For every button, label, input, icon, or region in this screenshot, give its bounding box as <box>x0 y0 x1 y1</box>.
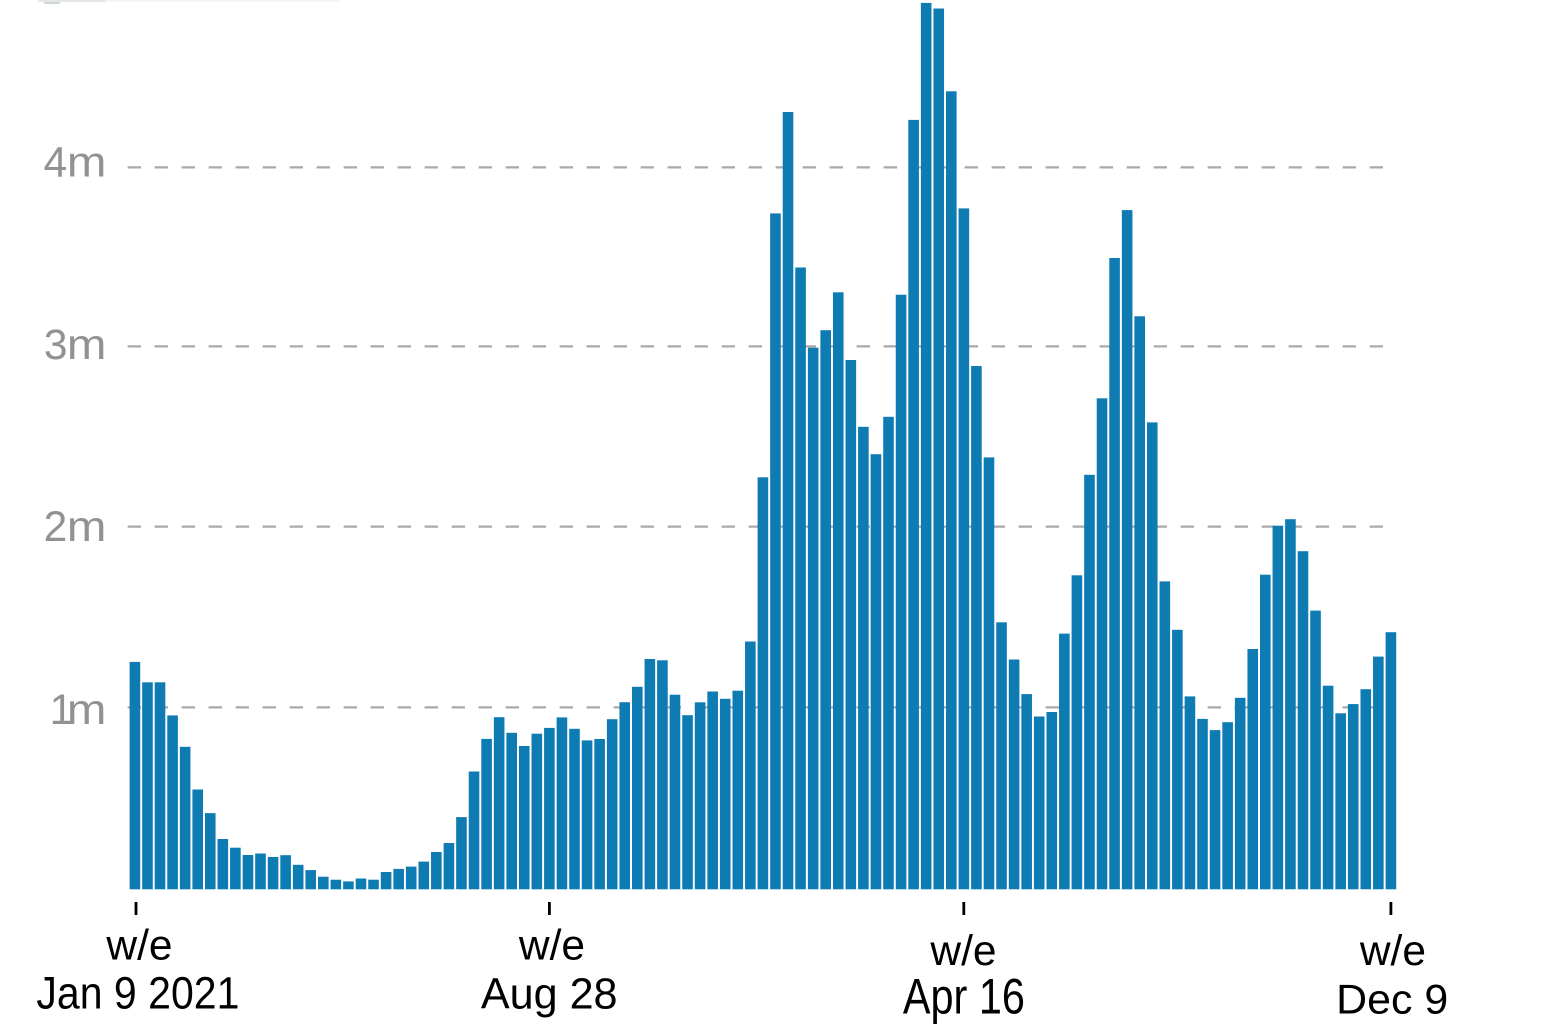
svg-text:w/e: w/e <box>105 922 172 969</box>
svg-text:4: 4 <box>44 140 68 187</box>
svg-text:m: m <box>67 140 107 187</box>
svg-text:2: 2 <box>44 504 68 551</box>
svg-text:Aug 28: Aug 28 <box>481 970 618 1018</box>
svg-text:m: m <box>67 687 107 734</box>
svg-text:3: 3 <box>44 322 68 369</box>
svg-text:Jan 9 2021: Jan 9 2021 <box>36 967 239 1018</box>
svg-text:m: m <box>67 504 107 551</box>
svg-text:Apr 16: Apr 16 <box>903 968 1025 1024</box>
svg-text:Dec 9: Dec 9 <box>1336 976 1448 1023</box>
svg-text:m: m <box>67 322 107 369</box>
svg-text:w/e: w/e <box>518 922 585 969</box>
svg-text:w/e: w/e <box>1359 928 1426 975</box>
svg-text:1: 1 <box>50 687 74 734</box>
svg-text:w/e: w/e <box>929 928 996 975</box>
